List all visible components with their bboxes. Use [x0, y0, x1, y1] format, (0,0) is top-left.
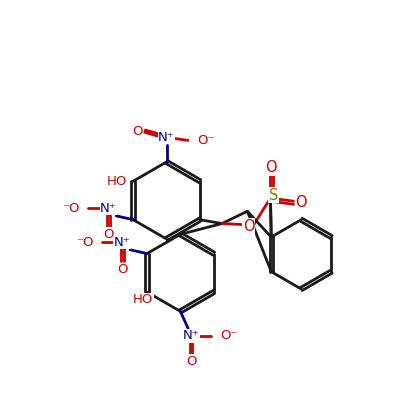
- Text: N⁺: N⁺: [100, 202, 117, 215]
- Text: O⁻: O⁻: [220, 330, 238, 342]
- Text: O⁻: O⁻: [197, 134, 215, 147]
- Text: O: O: [296, 195, 307, 210]
- Text: N⁺: N⁺: [114, 236, 131, 248]
- Text: N⁺: N⁺: [183, 330, 200, 342]
- Text: S: S: [269, 188, 278, 202]
- Text: ⁻O: ⁻O: [76, 236, 93, 248]
- Text: O: O: [186, 355, 196, 368]
- Text: O: O: [266, 160, 277, 175]
- Text: ⁻O: ⁻O: [62, 202, 79, 215]
- Text: HO: HO: [133, 293, 153, 306]
- Text: O: O: [103, 228, 114, 241]
- Text: O: O: [132, 125, 142, 138]
- Text: HO: HO: [107, 175, 127, 188]
- Text: N⁺: N⁺: [158, 131, 175, 144]
- Text: O: O: [117, 263, 128, 276]
- Text: O: O: [243, 219, 255, 234]
